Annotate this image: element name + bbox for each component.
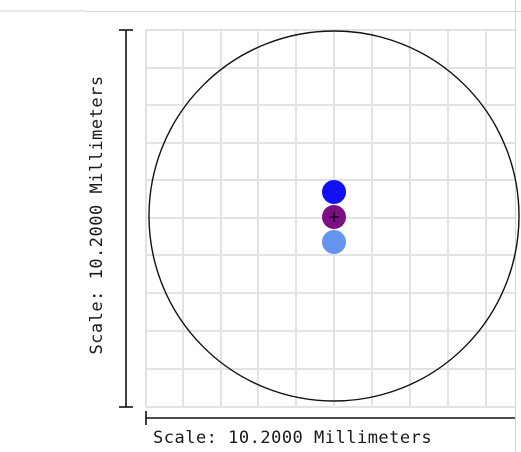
blue-dot[interactable] <box>322 180 346 204</box>
grid-lines <box>145 29 515 408</box>
toolbar-tab-marker <box>0 0 86 12</box>
vertical-scale-label: Scale: 10.2000 Millimeters <box>87 75 107 355</box>
light-blue-dot[interactable] <box>322 230 346 254</box>
top-toolbar-strip <box>0 0 521 12</box>
panel-border <box>515 0 516 452</box>
horizontal-scale-label: Scale: 10.2000 Millimeters <box>153 428 433 448</box>
crosshair-icon <box>329 212 339 222</box>
field-circle <box>148 30 520 402</box>
